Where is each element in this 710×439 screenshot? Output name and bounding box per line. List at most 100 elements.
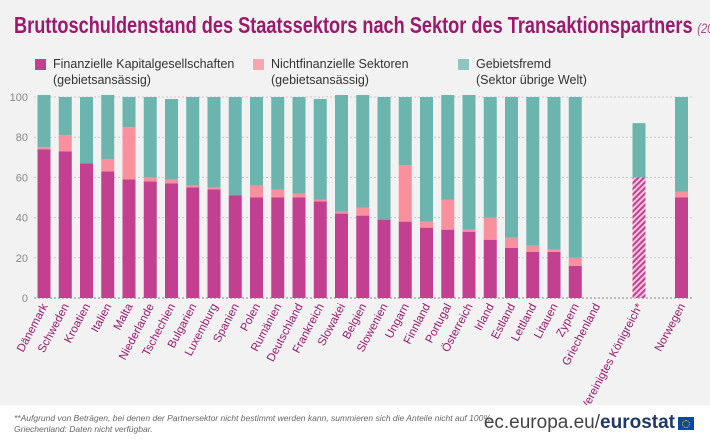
bar-segment [165,99,178,180]
footnote-line: Griechenland: Daten nicht verfügbar. [14,424,153,434]
y-tick-label: 100 [10,92,28,104]
legend-swatch [458,59,469,70]
bar-segment [335,94,348,212]
eurostat-logo[interactable]: ec.europa.eu/eurostat [484,412,694,434]
bar-segment [250,197,263,298]
bar-segment [377,97,391,220]
y-tick-label: 20 [16,253,28,265]
x-tick-label: Italien [89,302,114,335]
bar-segment [483,239,497,298]
bar-segment [250,97,263,186]
bar-segment [37,94,51,148]
title-text: Bruttoschuldenstand des Staatssektors na… [14,12,693,38]
bar-segment [483,97,497,218]
bar-segment [101,159,115,172]
bar-segment [37,149,51,298]
bar-segment [420,97,433,222]
bar-segment [186,97,200,186]
bar-segment [335,211,348,214]
bar-segment [568,97,582,258]
bar-segment [186,187,200,298]
bar-segment [207,189,221,298]
bar-segment [122,179,136,298]
bar-segment [271,197,285,298]
bar-segment [462,94,476,230]
bar-segment [165,183,178,298]
bar-segment [356,207,370,216]
y-tick-label: 60 [16,172,28,184]
bar-segment [526,251,540,298]
stacked-bar-chart: 020406080100DänemarkSchwedenKroatienItal… [10,92,692,405]
bar-segment [377,219,391,298]
bar-segment [271,97,285,190]
bar-segment [228,97,242,196]
legend-label: (gebietsansässig) [271,73,369,87]
bar-segment [122,97,136,128]
bar-segment [398,165,412,222]
bar-segment [675,97,688,192]
bar-segment [675,197,688,298]
bar-segment [505,247,518,298]
bar-segment [526,245,540,252]
bar-segment [356,94,370,208]
bar-segment [271,189,285,198]
bar-segment [186,185,200,188]
bar-segment [122,127,136,180]
chart-title: Bruttoschuldenstand des Staatssektors na… [14,12,710,39]
bar-segment [143,177,157,182]
legend-label: Gebietsfremd [476,57,552,71]
bar-segment [207,187,221,190]
bar-segment [675,191,688,198]
bar-segment [207,97,221,188]
eu-flag-icon [678,416,694,430]
legend-label: (gebietsansässig) [53,73,151,87]
legend-item-nonresident: Gebietsfremd (Sektor übrige Welt) [458,56,587,88]
bar-segment [632,123,646,178]
legend-swatch [35,59,46,70]
footnote: **Aufgrund von Beträgen, bei denen der P… [14,413,493,435]
bar-segment [441,229,455,298]
brand-prefix: ec.europa.eu/ [483,412,601,433]
bar-segment [313,199,327,202]
y-tick-label: 80 [16,132,28,144]
brand-name: eurostat [600,412,675,433]
bar-segment [505,237,518,248]
bar-segment [313,99,327,200]
bar-segment [37,147,51,150]
bar-segment [80,163,93,298]
legend-label: Finanzielle Kapitalgesellschaften [53,57,235,71]
footer: **Aufgrund von Beträgen, bei denen der P… [0,405,710,439]
bar-segment [143,97,157,178]
legend-item-nonfinancial: Nichtfinanzielle Sektoren (gebietsansässi… [253,56,409,88]
bar-segment [632,177,646,298]
bar-segment [441,94,455,200]
x-tick-label: Norwegen [653,302,688,354]
bar-segment [101,94,115,160]
bar-segment [58,135,72,152]
bar-segment [568,257,582,266]
legend-label: Nichtfinanzielle Sektoren [271,57,409,71]
title-year: (2019) [697,20,710,36]
bar-segment [547,97,561,250]
bar-segment [292,193,306,198]
bar-segment [420,221,433,228]
bar-segment [505,97,518,238]
bar-segment [101,171,115,298]
footnote-line: **Aufgrund von Beträgen, bei denen der P… [14,413,494,423]
bar-segment [462,231,476,298]
y-tick-label: 40 [16,213,28,225]
legend-swatch [253,59,264,70]
bar-segment [483,217,497,240]
bar-segment [292,97,306,194]
bar-segment [335,213,348,298]
bar-segment [143,181,157,298]
bar-segment [462,229,476,232]
bar-segment [441,199,455,230]
bar-segment [398,221,412,298]
bar-segment [547,251,561,298]
bar-segment [398,97,412,166]
bar-segment [80,97,93,164]
bar-segment [165,179,178,184]
bar-segment [228,195,242,298]
bar-segment [292,197,306,298]
